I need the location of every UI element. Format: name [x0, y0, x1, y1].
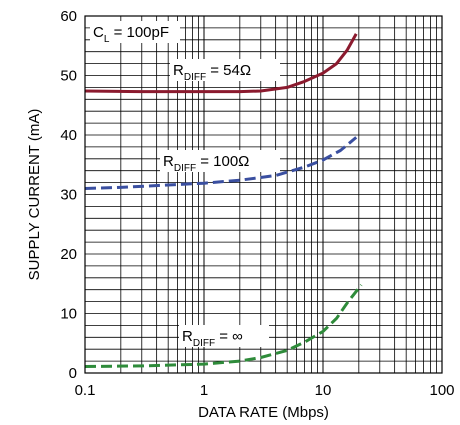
- series-label-2-bg: [160, 150, 280, 172]
- series-line-3: [84, 283, 363, 368]
- series-layer: [84, 33, 363, 368]
- x-tick-label: 0.1: [75, 382, 96, 399]
- y-tick-label: 40: [60, 127, 77, 144]
- series-line-2: [84, 136, 358, 190]
- y-axis-label: SUPPLY CURRENT (mA): [26, 109, 43, 281]
- series-label-1: RDIFF = 54Ω: [173, 62, 251, 83]
- y-tick-label: 30: [60, 187, 77, 204]
- y-tick-label: 0: [69, 365, 77, 382]
- series-label-3: RDIFF = ∞: [182, 328, 243, 349]
- x-tick-label: 10: [315, 382, 332, 399]
- x-tick-label: 1: [200, 382, 208, 399]
- y-tick-label: 10: [60, 306, 77, 323]
- y-tick-label: 50: [60, 68, 77, 85]
- y-tick-label: 60: [60, 8, 77, 25]
- series-label-1-bg: [170, 59, 280, 81]
- tick-labels: 0.1 1 10 100 0 10 20 30 40 50 60: [60, 8, 454, 399]
- series-label-3-bg: [179, 325, 269, 347]
- x-tick-label: 100: [429, 382, 454, 399]
- x-axis-label: DATA RATE (Mbps): [198, 404, 329, 421]
- plot-frame: [84, 15, 443, 374]
- series-line-1: [84, 33, 358, 94]
- load-capacitance-label: CL = 100pF: [93, 24, 169, 45]
- series-label-2: RDIFF = 100Ω: [163, 153, 249, 174]
- y-tick-label: 20: [60, 246, 77, 263]
- plot-border: [84, 15, 443, 374]
- load-capacitance-label-bg: [90, 21, 180, 43]
